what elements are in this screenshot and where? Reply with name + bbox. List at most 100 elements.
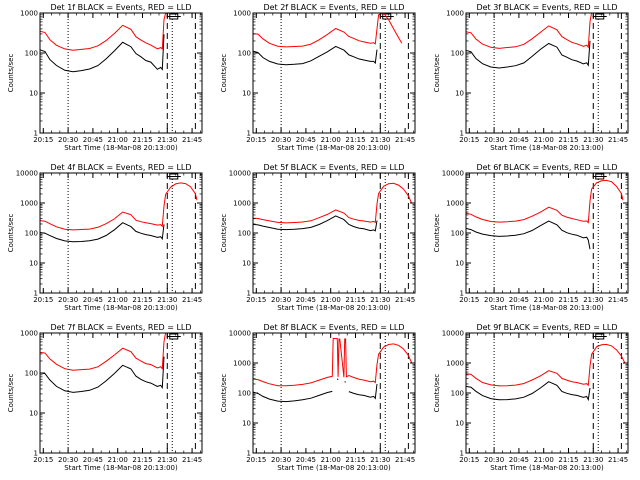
x-tick-label: 21:00: [108, 296, 128, 304]
x-tick-label: 21:30: [583, 456, 603, 464]
x-axis-label: Start Time (18-Mar-08 20:13:00): [490, 464, 604, 472]
y-tick-label: 10: [242, 260, 251, 268]
plot-frame: [465, 332, 629, 454]
x-tick-label: 21:45: [395, 136, 415, 144]
series-lld-line: [40, 13, 171, 51]
x-tick-label: 20:30: [58, 456, 78, 464]
y-tick-label: 1000: [233, 200, 251, 208]
x-tick-label: 21:15: [345, 136, 365, 144]
x-tick-label: 21:45: [182, 296, 202, 304]
y-tick-label: 10000: [229, 170, 251, 178]
y-tick-label: 10: [242, 420, 251, 428]
x-tick-label: 21:30: [157, 136, 177, 144]
y-tick-label: 1: [460, 290, 464, 298]
series-events-line: [40, 356, 165, 393]
x-tick-label: 21:45: [182, 136, 202, 144]
y-tick-label: 10: [29, 410, 38, 418]
x-tick-label: 21:00: [321, 296, 341, 304]
y-tick-label: 100: [238, 50, 251, 58]
chart-panel-7: Det 7f BLACK = Events, RED = LLD 1 10 100 10…: [7, 323, 203, 472]
x-tick-label: 20:15: [33, 456, 53, 464]
x-tick-label: 21:45: [395, 296, 415, 304]
y-tick-label: 10: [455, 420, 464, 428]
y-tick-label: 1000: [20, 10, 38, 18]
series-events-line: [466, 381, 591, 402]
panel-title: Det 4f BLACK = Events, RED = LLD: [50, 163, 191, 172]
y-tick-label: 1000: [233, 360, 251, 368]
x-tick-label: 20:45: [83, 456, 103, 464]
y-tick-label: 10: [455, 90, 464, 98]
x-tick-label: 20:30: [484, 136, 504, 144]
chart-panel-3: Det 3f BLACK = Events, RED = LLD 1 10 100 10…: [433, 3, 629, 152]
x-tick-label: 21:30: [370, 296, 390, 304]
plot-frame: [252, 172, 416, 294]
x-tick-label: 21:00: [534, 136, 554, 144]
x-tick-label: 20:30: [271, 136, 291, 144]
x-tick-label: 20:15: [246, 136, 266, 144]
y-tick-label: 1000: [20, 330, 38, 338]
x-tick-label: 20:45: [83, 296, 103, 304]
y-axis-label: Counts/sec: [220, 214, 228, 253]
x-tick-label: 21:30: [370, 456, 390, 464]
x-tick-label: 21:45: [608, 136, 628, 144]
plot-frame: [252, 12, 416, 134]
y-tick-label: 1000: [446, 10, 464, 18]
x-tick-label: 21:15: [345, 296, 365, 304]
y-tick-label: 1000: [446, 360, 464, 368]
panel-title: Det 1f BLACK = Events, RED = LLD: [50, 3, 191, 12]
plot-frame: [39, 332, 203, 454]
panel-title: Det 2f BLACK = Events, RED = LLD: [263, 3, 404, 12]
y-tick-label: 10000: [16, 170, 38, 178]
x-tick-label: 21:00: [108, 456, 128, 464]
x-tick-label: 20:15: [246, 296, 266, 304]
y-tick-label: 100: [451, 390, 464, 398]
x-tick-label: 21:30: [157, 296, 177, 304]
x-tick-label: 21:00: [321, 136, 341, 144]
y-tick-label: 1: [460, 130, 464, 138]
series-events-line: [466, 220, 591, 250]
chart-panel-8: Det 8f BLACK = Events, RED = LLD 1 10 100 10…: [220, 323, 416, 472]
x-axis-label: Start Time (18-Mar-08 20:13:00): [64, 464, 178, 472]
panel-title: Det 3f BLACK = Events, RED = LLD: [476, 3, 617, 12]
x-tick-label: 20:15: [459, 296, 479, 304]
y-axis-label: Counts/sec: [220, 54, 228, 93]
y-tick-label: 10000: [442, 170, 464, 178]
x-tick-label: 20:30: [271, 456, 291, 464]
y-tick-label: 10000: [229, 330, 251, 338]
x-tick-label: 20:45: [509, 136, 529, 144]
x-tick-label: 21:15: [132, 296, 152, 304]
y-tick-label: 1: [34, 450, 38, 458]
chart-panel-2: Det 2f BLACK = Events, RED = LLD 1 10 100 10…: [220, 3, 416, 152]
plot-frame: [252, 332, 416, 454]
y-axis-label: Counts/sec: [7, 54, 15, 93]
x-tick-label: 20:45: [509, 456, 529, 464]
x-tick-label: 21:15: [132, 136, 152, 144]
y-axis-label: Counts/sec: [7, 374, 15, 413]
y-tick-label: 1: [34, 290, 38, 298]
x-tick-label: 21:30: [583, 296, 603, 304]
x-tick-label: 21:30: [370, 136, 390, 144]
y-tick-label: 1: [247, 130, 251, 138]
y-axis-label: Counts/sec: [433, 54, 441, 93]
x-tick-label: 21:15: [345, 456, 365, 464]
chart-panel-6: Det 6f BLACK = Events, RED = LLD 1 10 100 10…: [433, 163, 629, 312]
series-events-line: [253, 215, 378, 232]
x-tick-label: 20:30: [58, 136, 78, 144]
x-tick-label: 21:15: [132, 456, 152, 464]
y-tick-label: 100: [451, 230, 464, 238]
panel-title: Det 5f BLACK = Events, RED = LLD: [263, 163, 404, 172]
x-tick-label: 20:30: [271, 296, 291, 304]
y-tick-label: 1000: [20, 200, 38, 208]
x-tick-label: 20:45: [296, 296, 316, 304]
chart-panel-1: Det 1f BLACK = Events, RED = LLD 1 10 100 10…: [7, 3, 203, 152]
x-axis-label: Start Time (18-Mar-08 20:13:00): [277, 464, 391, 472]
y-tick-label: 100: [451, 50, 464, 58]
x-tick-label: 21:45: [608, 456, 628, 464]
series-lld-line: [253, 337, 413, 387]
plot-frame: [39, 12, 203, 134]
y-tick-label: 10: [29, 260, 38, 268]
y-tick-label: 100: [25, 370, 38, 378]
plot-frame: [39, 172, 203, 294]
y-axis-label: Counts/sec: [433, 374, 441, 413]
